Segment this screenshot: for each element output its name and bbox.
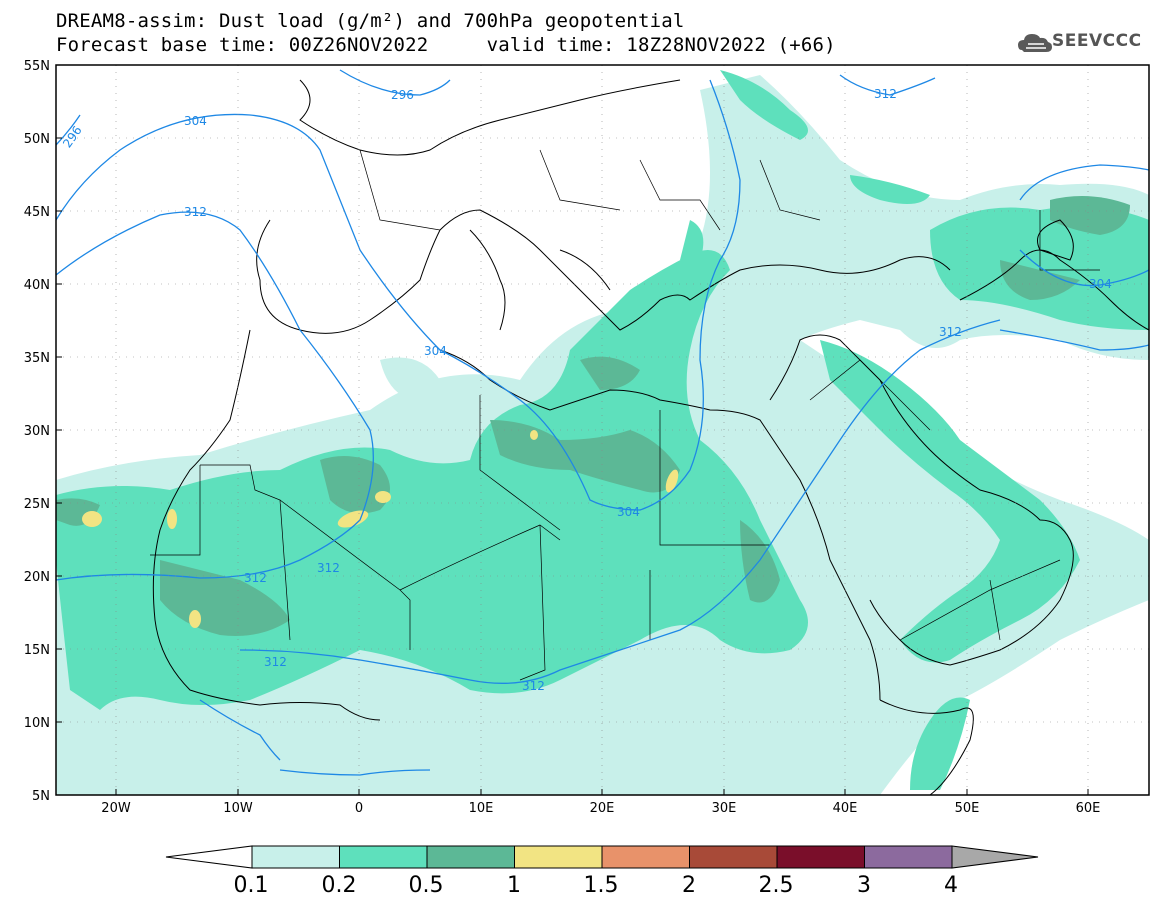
lon-label: 50E [955,801,980,816]
contour-label: 304 [617,505,640,519]
lat-label: 5N [32,789,50,804]
contour-304-east-lower [1019,249,1149,287]
colorbar-label: 4 [944,873,958,898]
contour-label: 304 [184,114,207,128]
lat-label: 45N [24,205,50,220]
dust-layer-high [82,430,679,628]
geopotential-contours [56,69,1149,776]
colorbar-labels: 0.1 0.2 0.5 1 1.5 2 2.5 3 4 [234,873,959,898]
colorbar-box [864,845,953,869]
lat-label: 20N [24,570,50,585]
colorbar-box [689,845,778,869]
graticule [56,65,1149,795]
contour-312-north [839,74,936,96]
contour-312-bottom-left [199,699,281,761]
contour-304-west [56,79,741,511]
lon-label: 30E [712,801,737,816]
contour-label: 304 [424,344,447,358]
colorbar: 0.1 0.2 0.5 1 1.5 2 2.5 3 4 [165,845,1039,898]
contour-312-south [239,319,1001,684]
colorbar-box [514,845,603,869]
contour-label: 312 [522,679,545,693]
lat-label: 55N [24,59,50,74]
colorbar-label: 0.2 [322,873,357,898]
colorbar-box [339,845,428,869]
axis-ticks [56,64,1089,796]
longitude-labels: 20W 10W 0 10E 20E 30E 40E 50E 60E [101,801,1100,816]
cloud-icon [1018,34,1052,52]
colorbar-label: 2.5 [759,873,794,898]
lat-label: 50N [24,132,50,147]
country-borders [150,149,1100,681]
contour-312-far-east [999,329,1149,351]
map-title: DREAM8-assim: Dust load (g/m²) and 700hP… [56,10,685,32]
contour-label: 304 [1089,277,1112,291]
contour-304-east [1019,164,1149,201]
colorbar-label: 2 [682,873,696,898]
colorbar-box [251,845,340,869]
lat-label: 10N [24,716,50,731]
contour-label: 312 [317,561,340,575]
lat-label: 30N [24,424,50,439]
coastlines [152,79,1149,795]
contour-label: 312 [874,87,897,101]
contour-label: 312 [184,205,207,219]
colorbar-boxes [251,845,953,869]
lon-label: 20E [590,801,615,816]
lat-label: 25N [24,497,50,512]
colorbar-box [426,845,515,869]
map-subtitle: Forecast base time: 00Z26NOV2022 valid t… [56,34,836,56]
contour-label: 312 [264,655,287,669]
lon-label: 40E [833,801,858,816]
colorbar-label: 1.5 [584,873,619,898]
contour-312-west [56,211,374,581]
colorbar-label: 1 [507,873,521,898]
contour-296-west [56,114,81,146]
contour-296-north [339,69,451,96]
lon-label: 20W [101,801,131,816]
lon-label: 10W [223,801,253,816]
lat-label: 40N [24,278,50,293]
contour-312-bottom [279,769,431,776]
lat-label: 15N [24,643,50,658]
colorbar-label: 0.5 [409,873,444,898]
latitude-labels: 55N 50N 45N 40N 35N 30N 25N 20N 15N 10N … [24,59,50,804]
contour-label: 312 [939,325,962,339]
lon-label: 60E [1076,801,1101,816]
colorbar-label: 3 [857,873,871,898]
contour-label: 312 [244,571,267,585]
colorbar-box [776,845,865,869]
lon-label: 10E [469,801,494,816]
colorbar-low-arrow [165,845,253,869]
contour-label: 296 [391,88,414,102]
lat-label: 35N [24,351,50,366]
colorbar-box [601,845,690,869]
lon-label: 0 [355,801,363,816]
map-plot-area: 296 296 304 312 312 304 312 304 304 312 … [56,65,1149,795]
logo-text: SEEVCCC [1052,31,1142,51]
colorbar-label: 0.1 [234,873,269,898]
colorbar-high-arrow [951,845,1039,869]
